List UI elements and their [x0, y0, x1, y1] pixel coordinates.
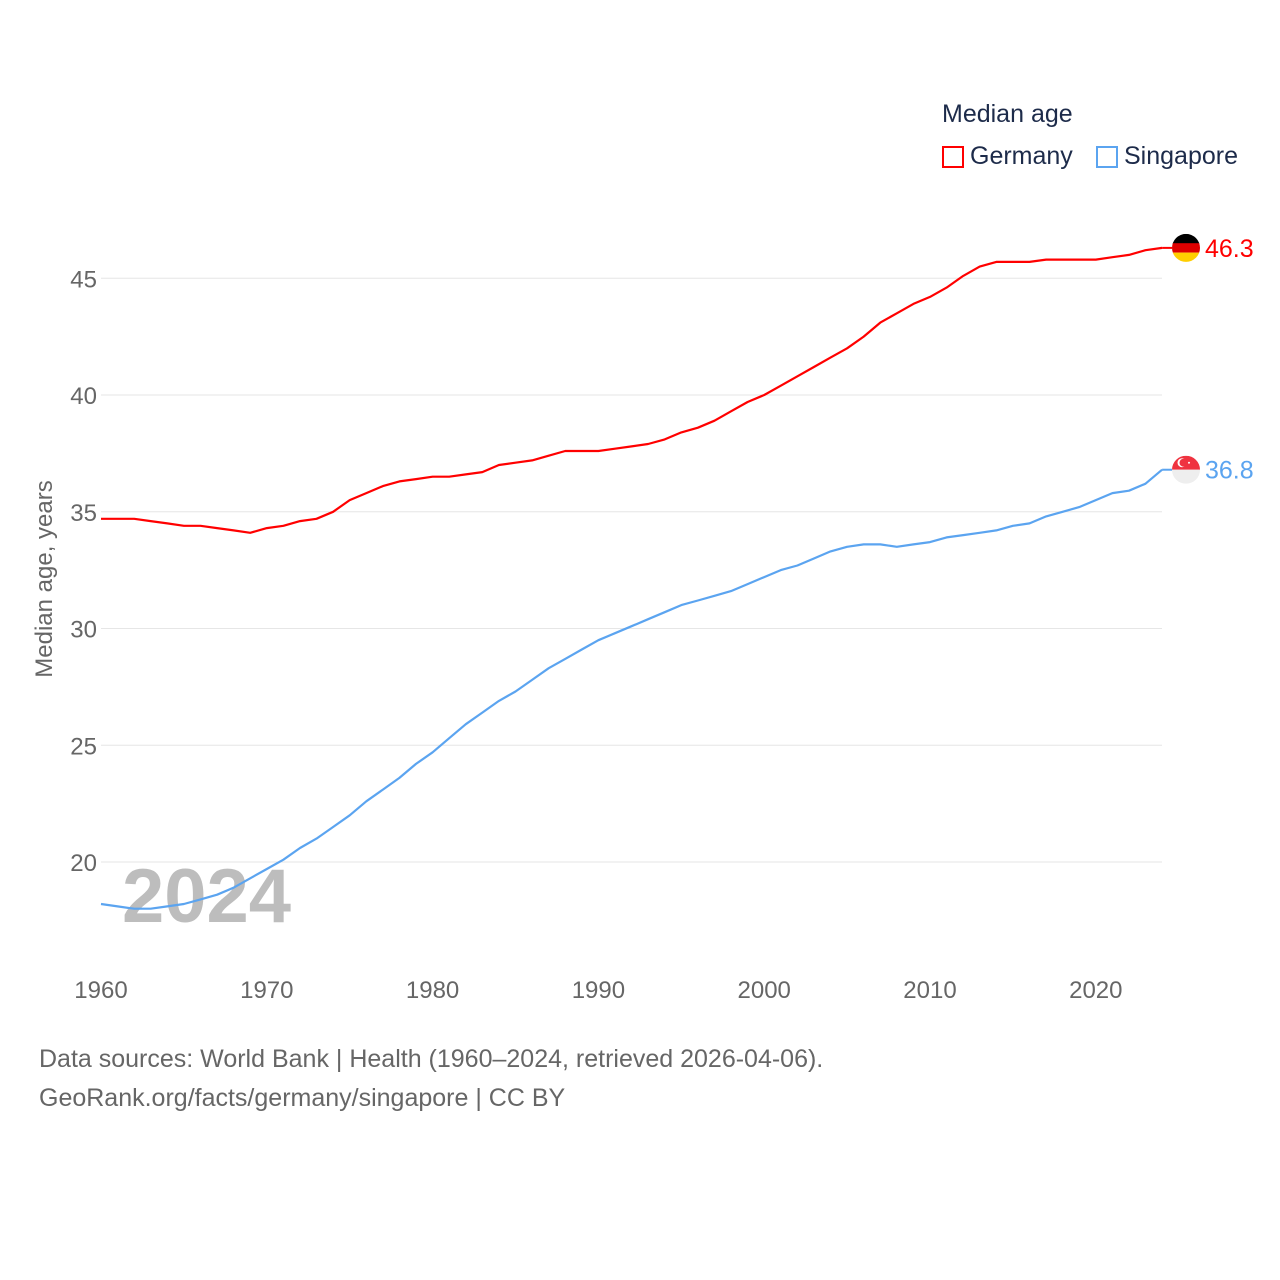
- x-tick-label: 1960: [74, 977, 127, 1004]
- legend-title: Median age: [942, 100, 1073, 128]
- legend-label-germany: Germany: [970, 142, 1073, 170]
- legend-label-singapore: Singapore: [1124, 142, 1238, 170]
- y-tick-label: 35: [70, 500, 97, 527]
- x-tick-label: 1970: [240, 977, 293, 1004]
- x-tick-label: 2020: [1069, 977, 1122, 1004]
- end-value-label-germany: 46.3: [1205, 235, 1254, 263]
- y-tick-label: 30: [70, 617, 97, 644]
- y-tick-label: 25: [70, 733, 97, 760]
- year-watermark: 2024: [122, 854, 291, 939]
- legend-swatch-singapore: [1096, 145, 1118, 168]
- series-line-singapore: [100, 468, 1163, 910]
- legend-item-germany[interactable]: Germany: [942, 142, 1073, 171]
- source-link[interactable]: GeoRank.org/facts/germany/singapore | CC…: [39, 1084, 566, 1112]
- y-tick-label: 20: [70, 850, 97, 877]
- series-line-germany: [101, 246, 1163, 534]
- y-tick-label: 45: [70, 266, 97, 293]
- singapore-flag-icon: [1172, 455, 1200, 484]
- data-sources: Data sources: World Bank | Health (1960–…: [39, 1045, 824, 1073]
- germany-flag-icon: [1172, 233, 1200, 262]
- x-tick-label: 1990: [572, 977, 625, 1004]
- x-tick-label: 2000: [738, 977, 791, 1004]
- y-axis-label: Median age, years: [31, 480, 58, 677]
- legend-item-singapore[interactable]: Singapore: [1096, 142, 1238, 171]
- x-tick-label: 2010: [903, 977, 956, 1004]
- y-tick-label: 40: [70, 383, 97, 410]
- x-tick-label: 1980: [406, 977, 459, 1004]
- legend-swatch-germany: [942, 145, 964, 168]
- end-value-label-singapore: 36.8: [1205, 457, 1254, 485]
